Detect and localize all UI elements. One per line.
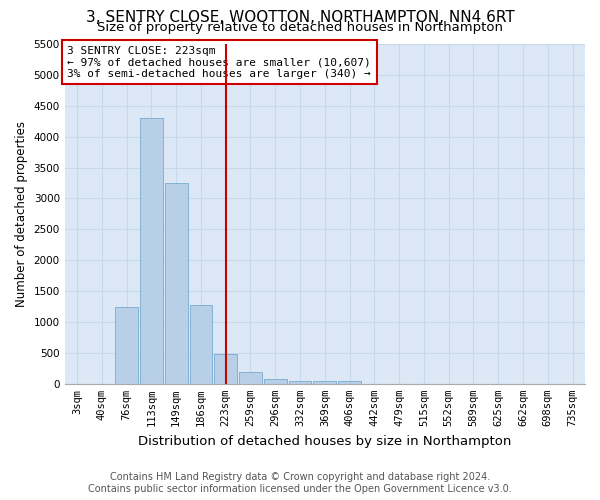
Bar — [190, 304, 212, 384]
Text: 3, SENTRY CLOSE, WOOTTON, NORTHAMPTON, NN4 6RT: 3, SENTRY CLOSE, WOOTTON, NORTHAMPTON, N… — [86, 10, 514, 25]
Bar — [140, 118, 163, 384]
Y-axis label: Number of detached properties: Number of detached properties — [15, 121, 28, 307]
X-axis label: Distribution of detached houses by size in Northampton: Distribution of detached houses by size … — [138, 434, 512, 448]
Bar — [313, 381, 336, 384]
Bar — [239, 372, 262, 384]
Bar — [289, 380, 311, 384]
Text: Size of property relative to detached houses in Northampton: Size of property relative to detached ho… — [97, 21, 503, 34]
Bar — [115, 306, 138, 384]
Text: 3 SENTRY CLOSE: 223sqm
← 97% of detached houses are smaller (10,607)
3% of semi-: 3 SENTRY CLOSE: 223sqm ← 97% of detached… — [67, 46, 371, 79]
Bar — [214, 354, 237, 384]
Text: Contains HM Land Registry data © Crown copyright and database right 2024.
Contai: Contains HM Land Registry data © Crown c… — [88, 472, 512, 494]
Bar — [264, 379, 287, 384]
Bar — [165, 183, 188, 384]
Bar — [338, 381, 361, 384]
